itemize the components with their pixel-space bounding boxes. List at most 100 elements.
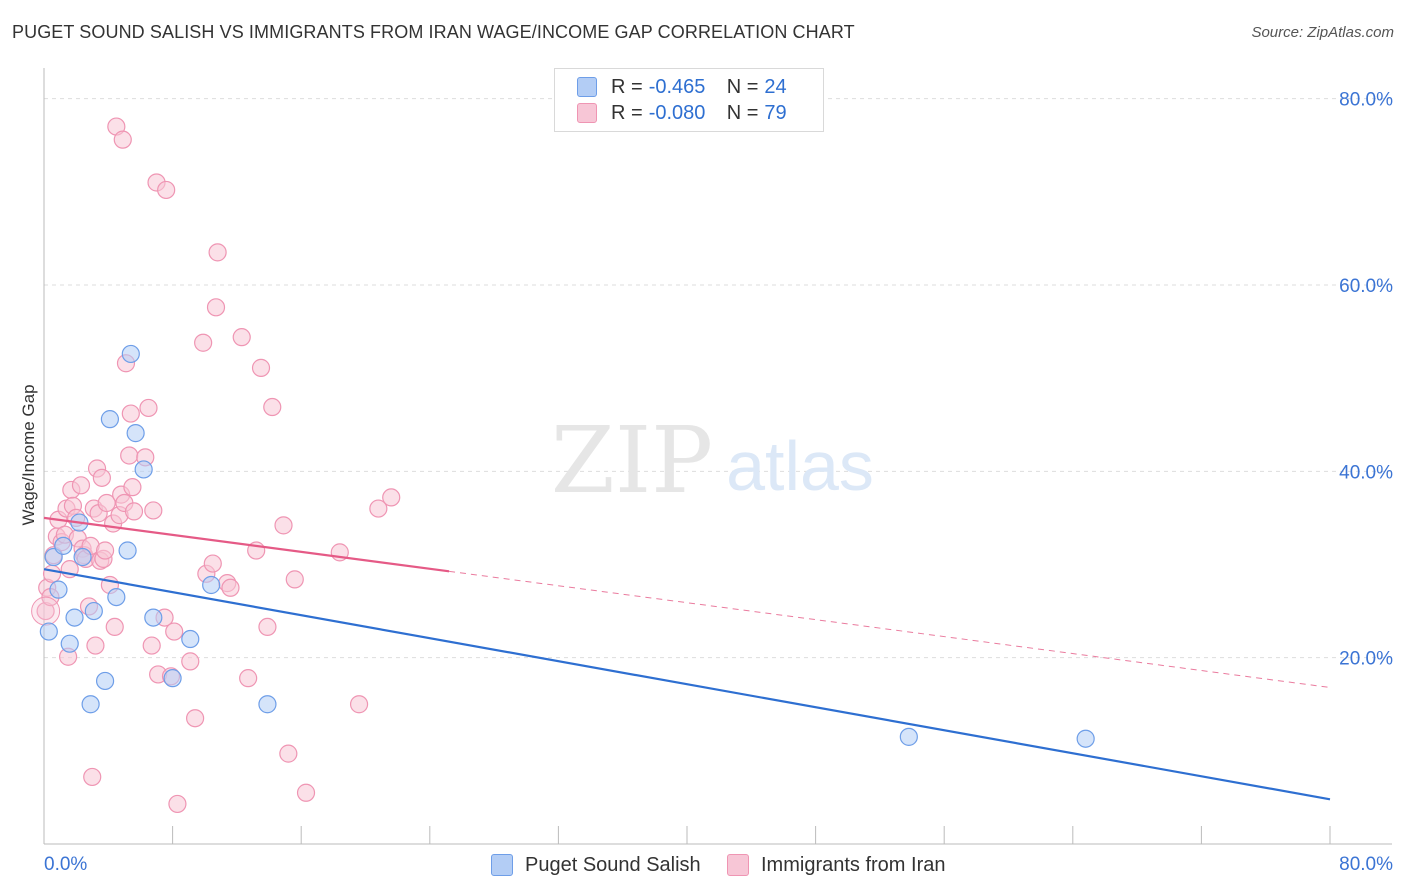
salish-point — [65, 608, 84, 627]
iran-point — [181, 652, 200, 671]
iran-point — [142, 636, 161, 655]
iran-point — [71, 476, 91, 495]
iran-point — [139, 398, 158, 418]
salish-point — [95, 671, 115, 691]
tick-labels: 20.0% 40.0% 60.0% 80.0% 0.0% 80.0% — [44, 90, 1393, 875]
salish-point — [73, 547, 92, 567]
salish-point — [899, 727, 918, 746]
watermark-atlas: atlas — [726, 427, 874, 505]
salish-point — [107, 587, 126, 607]
y-tick-label: 20.0% — [1339, 649, 1393, 670]
iran-point — [86, 636, 105, 655]
legend-row-salish: R = -0.465 N = 24 — [577, 74, 787, 100]
iran-point — [274, 516, 293, 535]
salish-point — [163, 669, 182, 688]
series-salish-points — [39, 344, 1095, 748]
watermark: ZIP atlas — [551, 407, 874, 514]
iran-point — [203, 554, 222, 573]
source-label: Source: ZipAtlas.com — [1251, 24, 1394, 41]
x-tick-label: 0.0% — [44, 854, 87, 875]
iran-point — [263, 397, 282, 417]
iran-point — [382, 488, 401, 507]
legend-label-salish: Puget Sound Salish — [525, 853, 701, 876]
iran-point — [113, 130, 132, 149]
salish-point — [126, 424, 145, 443]
iran-point — [349, 695, 369, 714]
salish-point — [202, 575, 221, 595]
iran-point — [369, 499, 388, 518]
iran-point — [168, 794, 187, 814]
salish-point — [134, 460, 153, 479]
trend-line-iran-extension — [449, 570, 1331, 688]
iran-point — [92, 468, 111, 487]
iran-point — [239, 669, 258, 688]
iran-point — [83, 767, 102, 787]
iran-point — [157, 180, 176, 200]
salish-point — [258, 695, 277, 714]
salish-point — [54, 536, 73, 555]
salish-point — [81, 695, 100, 714]
series-legend: Puget Sound Salish Immigrants from Iran — [0, 852, 1406, 878]
n-value: 79 — [764, 101, 787, 124]
salish-point — [1076, 729, 1095, 748]
salish-point — [181, 629, 200, 649]
salish-point — [39, 622, 58, 641]
axes — [43, 68, 1392, 845]
iran-point — [285, 570, 304, 589]
iran-point — [279, 744, 298, 763]
iran-point — [97, 493, 116, 513]
n-label: N = — [726, 75, 759, 98]
salish-point — [60, 634, 79, 653]
iran-point — [296, 783, 316, 802]
salish-point — [121, 344, 140, 364]
legend-swatch-iran — [577, 103, 597, 123]
salish-point — [100, 410, 120, 429]
iran-point — [95, 541, 115, 560]
trend-line-salish — [43, 568, 1331, 801]
trend-line-iran — [43, 516, 450, 573]
n-label: N = — [726, 101, 759, 124]
y-tick-label: 60.0% — [1339, 276, 1393, 297]
salish-point — [84, 601, 103, 621]
legend-swatch-iran — [727, 854, 749, 876]
watermark-zip: ZIP — [551, 407, 713, 514]
trend-lines — [43, 516, 1331, 801]
iran-point — [221, 578, 240, 597]
iran-point — [144, 501, 163, 520]
legend-item-salish[interactable]: Puget Sound Salish — [491, 852, 701, 878]
iran-point — [258, 617, 277, 637]
x-tick-label: 80.0% — [1339, 854, 1393, 875]
stats-legend: R = -0.465 N = 24 R = -0.080 N = 79 — [554, 68, 824, 132]
legend-swatch-salish — [491, 854, 513, 876]
y-tick-label: 80.0% — [1339, 90, 1393, 111]
grid — [44, 98, 1392, 659]
y-tick-label: 40.0% — [1339, 462, 1393, 483]
y-axis-label: Wage/Income Gap — [19, 384, 38, 525]
r-label: R = — [611, 75, 643, 98]
iran-point — [105, 617, 124, 637]
iran-point — [232, 328, 251, 347]
iran-point — [124, 502, 144, 521]
iran-point — [123, 478, 142, 497]
salish-point — [144, 608, 163, 627]
iran-point — [42, 564, 62, 583]
iran-point — [120, 446, 139, 465]
iran-point — [31, 596, 61, 626]
iran-point — [208, 243, 227, 262]
iran-point — [121, 404, 140, 423]
legend-item-iran[interactable]: Immigrants from Iran — [727, 852, 945, 878]
legend-label-iran: Immigrants from Iran — [761, 853, 946, 876]
legend-row-iran: R = -0.080 N = 79 — [577, 100, 787, 126]
n-value: 24 — [764, 75, 787, 98]
iran-point — [251, 358, 271, 377]
iran-point — [186, 709, 205, 728]
iran-point — [165, 622, 184, 641]
legend-swatch-salish — [577, 77, 597, 97]
iran-point — [194, 333, 213, 352]
chart-title: PUGET SOUND SALISH VS IMMIGRANTS FROM IR… — [12, 22, 855, 42]
r-value: -0.465 — [648, 75, 706, 98]
salish-point — [118, 541, 137, 560]
iran-point — [206, 298, 226, 317]
salish-point — [49, 580, 68, 599]
